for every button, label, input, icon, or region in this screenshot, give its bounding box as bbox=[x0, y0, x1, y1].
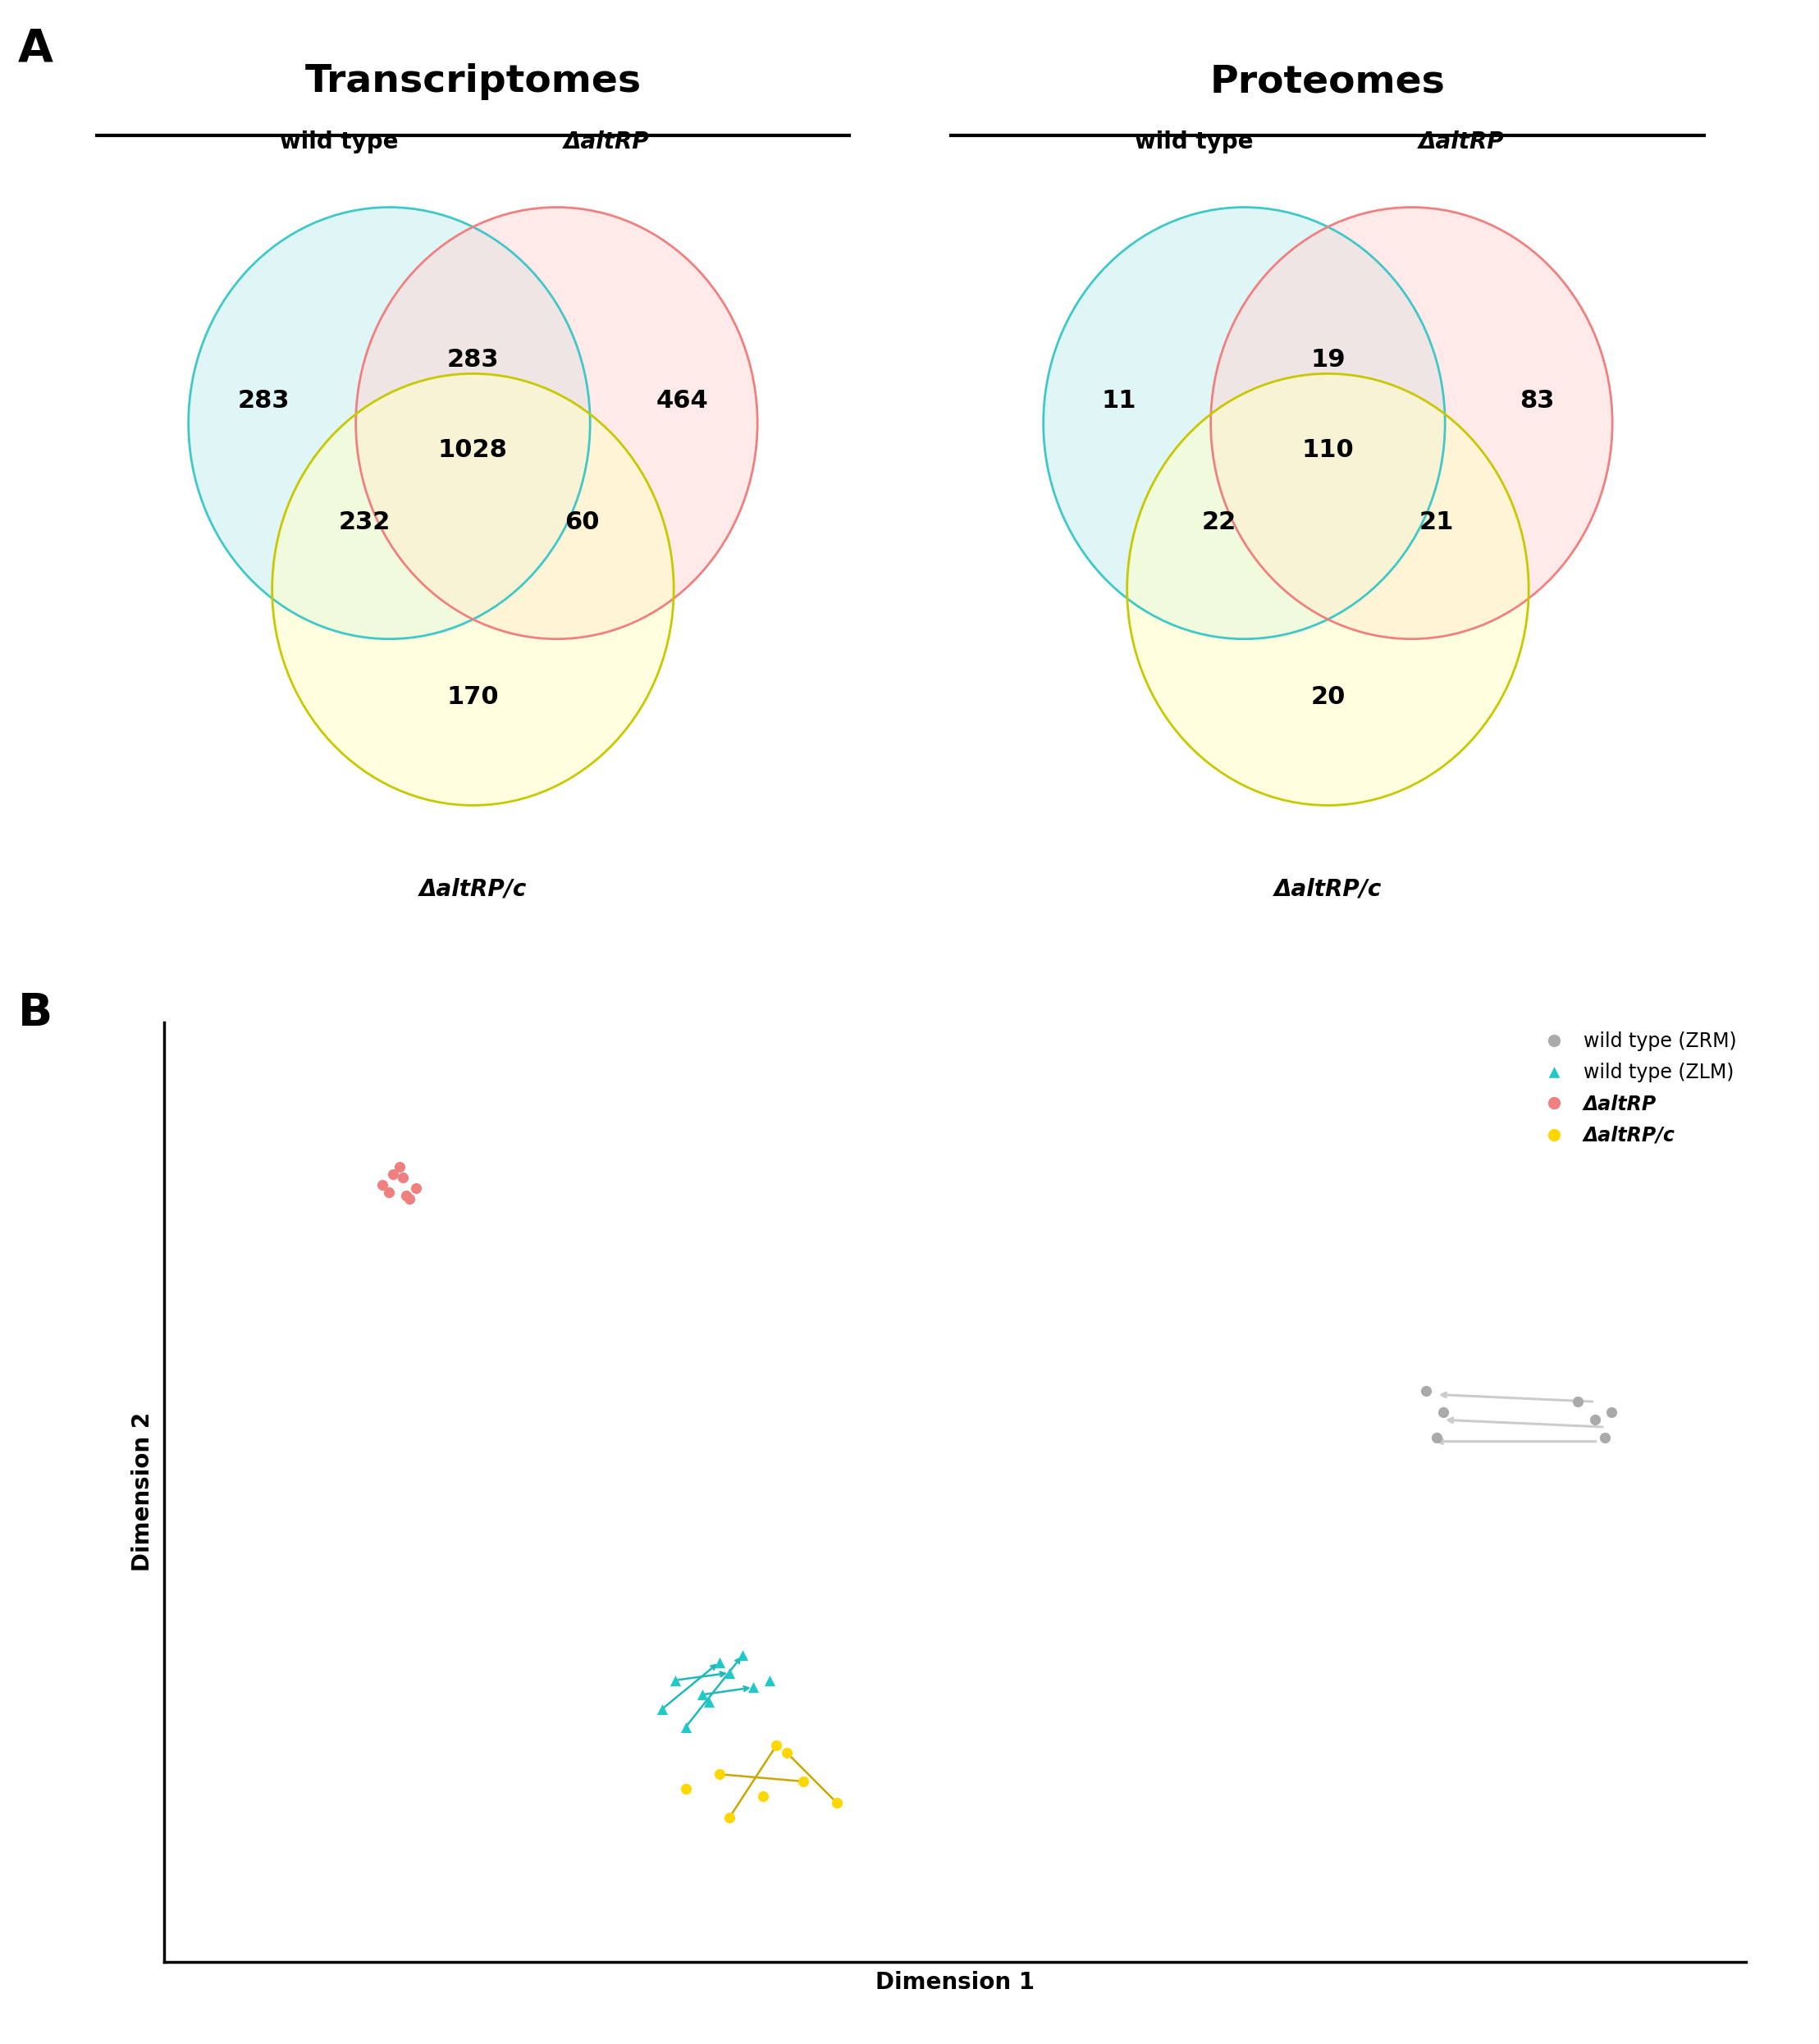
Point bbox=[375, 1175, 404, 1208]
Point bbox=[695, 1686, 724, 1719]
Text: Transcriptomes: Transcriptomes bbox=[306, 63, 640, 100]
Text: ΔaltRP: ΔaltRP bbox=[1419, 131, 1504, 153]
Point bbox=[671, 1711, 700, 1744]
Ellipse shape bbox=[357, 206, 757, 640]
Point bbox=[402, 1171, 431, 1204]
Text: Proteomes: Proteomes bbox=[1210, 63, 1446, 100]
Text: 60: 60 bbox=[564, 511, 598, 533]
Point bbox=[1422, 1421, 1452, 1453]
Ellipse shape bbox=[1128, 374, 1528, 805]
X-axis label: Dimension 1: Dimension 1 bbox=[875, 1970, 1035, 1995]
Point bbox=[755, 1664, 784, 1697]
Ellipse shape bbox=[189, 206, 589, 640]
Point bbox=[704, 1758, 733, 1791]
Point bbox=[671, 1772, 700, 1805]
Text: ΔaltRP/c: ΔaltRP/c bbox=[1273, 877, 1382, 899]
Text: 283: 283 bbox=[447, 347, 498, 372]
Ellipse shape bbox=[273, 374, 673, 805]
Ellipse shape bbox=[1044, 206, 1444, 640]
Text: 21: 21 bbox=[1419, 511, 1453, 533]
Point bbox=[391, 1179, 420, 1212]
Text: A: A bbox=[18, 27, 53, 72]
Text: 464: 464 bbox=[657, 388, 708, 413]
Point bbox=[704, 1645, 733, 1678]
Point bbox=[386, 1151, 415, 1183]
Point bbox=[1581, 1404, 1610, 1437]
Legend: wild type (ZRM), wild type (ZLM), Δ​altRP, Δ​altRP/c: wild type (ZRM), wild type (ZLM), Δ​altR… bbox=[1535, 1032, 1737, 1145]
Point bbox=[660, 1664, 689, 1697]
Text: wild type: wild type bbox=[1135, 131, 1253, 153]
Point bbox=[728, 1639, 757, 1672]
Point bbox=[367, 1169, 397, 1202]
Text: ΔaltRP: ΔaltRP bbox=[564, 131, 649, 153]
Text: 110: 110 bbox=[1302, 437, 1353, 462]
Point bbox=[822, 1786, 851, 1819]
Point bbox=[739, 1672, 768, 1705]
Point bbox=[378, 1157, 407, 1190]
Text: 11: 11 bbox=[1100, 388, 1137, 413]
Text: 283: 283 bbox=[238, 388, 289, 413]
Point bbox=[688, 1678, 717, 1711]
Text: 19: 19 bbox=[1310, 347, 1346, 372]
Point bbox=[1428, 1396, 1457, 1429]
Ellipse shape bbox=[1211, 206, 1612, 640]
Point bbox=[762, 1729, 791, 1762]
Point bbox=[748, 1780, 777, 1813]
Point bbox=[1597, 1396, 1626, 1429]
Point bbox=[1590, 1421, 1619, 1453]
Text: ΔaltRP/c: ΔaltRP/c bbox=[418, 877, 528, 899]
Point bbox=[387, 1161, 417, 1194]
Point bbox=[1412, 1374, 1441, 1406]
Text: 1028: 1028 bbox=[438, 437, 508, 462]
Text: 83: 83 bbox=[1519, 388, 1555, 413]
Point bbox=[648, 1692, 677, 1725]
Text: wild type: wild type bbox=[280, 131, 398, 153]
Text: B: B bbox=[18, 991, 53, 1036]
Point bbox=[395, 1183, 424, 1216]
Point bbox=[771, 1735, 800, 1768]
Text: 232: 232 bbox=[338, 511, 389, 533]
Point bbox=[715, 1656, 744, 1688]
Point bbox=[715, 1801, 744, 1833]
Text: 22: 22 bbox=[1202, 511, 1237, 533]
Point bbox=[1563, 1386, 1592, 1419]
Text: 170: 170 bbox=[447, 685, 498, 709]
Point bbox=[789, 1766, 819, 1799]
Y-axis label: Dimension 2: Dimension 2 bbox=[131, 1412, 155, 1572]
Text: 20: 20 bbox=[1310, 685, 1346, 709]
